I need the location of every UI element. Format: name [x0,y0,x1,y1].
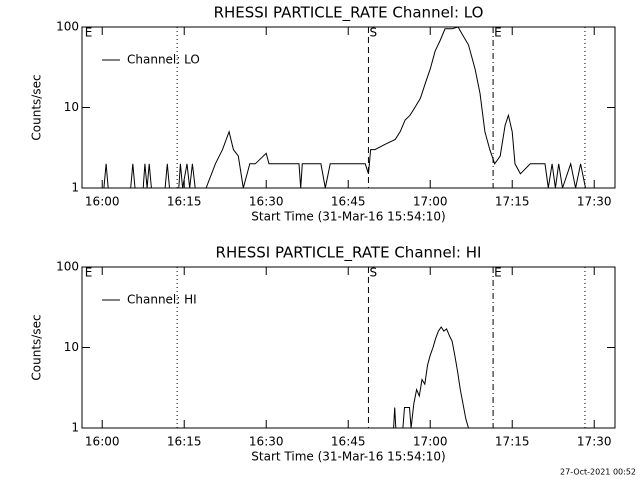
x-tick-label: 17:30 [577,195,612,209]
chart-title: RHESSI PARTICLE_RATE Channel: HI [216,244,482,263]
x-tick-label: 17:15 [495,435,530,449]
x-tick-label: 17:15 [495,195,530,209]
x-tick-label: 16:15 [167,435,202,449]
x-tick-label: 16:00 [85,435,120,449]
marker-label: S [369,266,377,280]
plot-frame [81,266,616,429]
x-tick-label: 16:30 [249,195,284,209]
y-axis-label: Counts/sec [30,74,44,140]
marker-label: S [369,26,377,40]
y-tick-label: 1 [71,181,79,195]
y-tick-label: 100 [56,20,79,34]
x-axis-label: Start Time (31-Mar-16 15:54:10) [251,450,445,464]
x-tick-label: 16:45 [331,435,366,449]
annotation: E [85,266,93,280]
x-tick-label: 16:00 [85,195,120,209]
x-tick-label: 17:00 [413,435,448,449]
marker-label: E [494,266,502,280]
y-tick-label: 10 [64,100,79,114]
legend-label: Channel: LO [127,53,200,67]
x-tick-label: 17:00 [413,195,448,209]
y-tick-label: 1 [71,421,79,435]
x-axis-label: Start Time (31-Mar-16 15:54:10) [251,210,445,224]
x-tick-label: 16:30 [249,435,284,449]
legend-label: Channel: HI [127,293,197,307]
x-tick-label: 16:45 [331,195,366,209]
chart-title: RHESSI PARTICLE_RATE Channel: LO [214,4,484,23]
x-tick-label: 16:15 [167,195,202,209]
y-tick-label: 100 [56,260,79,274]
data-line [393,326,469,429]
data-line [83,26,586,189]
y-axis-label: Counts/sec [30,314,44,380]
annotation: E [85,26,93,40]
x-tick-label: 17:30 [577,435,612,449]
y-tick-label: 10 [64,340,79,354]
marker-label: E [494,26,502,40]
footer-date: 27-Oct-2021 00:52 [560,468,636,477]
